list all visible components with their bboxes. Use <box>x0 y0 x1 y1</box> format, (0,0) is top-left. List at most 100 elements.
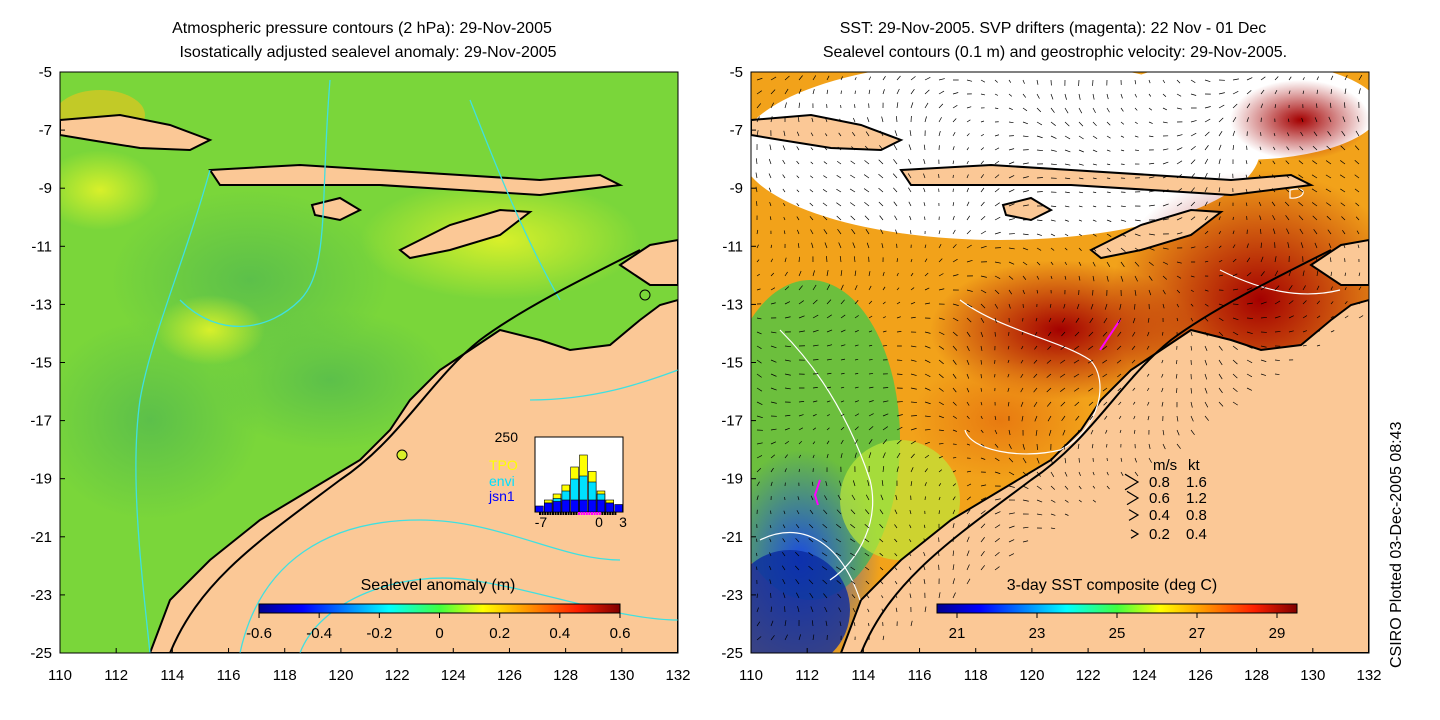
velocity-arrow <box>1146 373 1150 377</box>
velocity-arrow <box>966 187 969 193</box>
velocity-arrow <box>1036 275 1040 280</box>
left-panel: Atmospheric pressure contours (2 hPa): 2… <box>30 20 690 684</box>
velocity-arrow <box>756 273 760 277</box>
velocity-arrow <box>1074 345 1080 350</box>
velocity-arrow <box>1146 387 1150 392</box>
velocity-arrow <box>894 509 898 515</box>
velocity-arrow <box>825 620 828 627</box>
velocity-arrow <box>924 454 930 459</box>
velocity-arrow <box>1274 331 1281 333</box>
velocity-arrow <box>769 144 772 151</box>
x-tick-label: 120 <box>328 667 353 684</box>
velocity-arrow <box>812 299 818 305</box>
velocity-arrow <box>1046 401 1052 407</box>
velocity-arrow <box>1106 247 1111 252</box>
velocity-arrow <box>909 215 912 221</box>
velocity-arrow <box>1232 130 1236 137</box>
velocity-arrow <box>837 494 842 501</box>
inset-axis-strip <box>611 512 614 515</box>
velocity-arrow <box>1022 79 1025 84</box>
velocity-arrow <box>1060 401 1066 407</box>
velocity-arrow <box>756 552 758 557</box>
velocity-arrow <box>924 272 929 277</box>
velocity-arrow <box>812 441 816 445</box>
left-yellow-blob <box>360 180 640 300</box>
velocity-arrow <box>994 471 1001 474</box>
velocity-arrow <box>1076 303 1080 310</box>
velocity-arrow <box>1021 415 1024 422</box>
velocity-arrow <box>1176 147 1183 151</box>
velocity-arrow <box>1246 90 1252 95</box>
velocity-arrow <box>1259 215 1262 221</box>
velocity-arrow <box>770 345 777 349</box>
velocity-arrow <box>1134 261 1140 267</box>
velocity-arrow <box>865 566 870 571</box>
velocity-arrow <box>1022 162 1029 165</box>
velocity-arrow <box>784 454 788 459</box>
velocity-arrow <box>1092 135 1098 139</box>
velocity-arrow <box>1007 359 1010 363</box>
inset-bar-jsn1 <box>561 499 571 513</box>
velocity-arrow <box>924 116 927 123</box>
velocity-arrow <box>881 595 884 599</box>
velocity-arrow <box>994 174 1000 179</box>
velocity-arrow <box>1204 303 1209 307</box>
colorbar-tick-label: -0.6 <box>246 625 272 642</box>
velocity-arrow <box>893 201 898 207</box>
velocity-arrow <box>838 242 842 249</box>
velocity-arrow <box>784 301 791 305</box>
velocity-arrow <box>854 329 859 333</box>
velocity-arrow <box>894 130 898 137</box>
velocity-arrow <box>966 523 970 529</box>
velocity-arrow <box>1020 373 1024 378</box>
velocity-arrow <box>756 621 761 627</box>
velocity-arrow <box>1046 373 1052 378</box>
velocity-arrow <box>938 496 941 501</box>
velocity-arrow <box>795 524 800 529</box>
velocity-arrow <box>910 345 917 348</box>
velocity-arrow <box>1092 275 1095 282</box>
velocity-arrow <box>1288 300 1294 305</box>
velocity-arrow <box>1008 107 1013 110</box>
velocity-arrow <box>1078 261 1082 266</box>
velocity-arrow <box>811 481 814 487</box>
velocity-arrow <box>1036 93 1040 99</box>
velocity-arrow <box>909 130 912 137</box>
velocity-arrow <box>1190 79 1196 83</box>
velocity-key-header-ms: m/s <box>1153 457 1177 474</box>
velocity-arrow <box>1008 471 1015 476</box>
y-tick-label: -21 <box>30 529 52 546</box>
velocity-arrow <box>854 344 859 347</box>
velocity-arrow <box>1274 76 1279 81</box>
velocity-arrow <box>1286 146 1290 151</box>
velocity-arrow <box>1302 315 1308 319</box>
velocity-arrow <box>770 428 777 431</box>
velocity-arrow <box>809 216 814 221</box>
velocity-arrow <box>924 302 931 305</box>
velocity-arrow <box>938 483 942 487</box>
velocity-arrow <box>840 358 846 361</box>
velocity-arrow <box>1078 205 1083 208</box>
velocity-arrow <box>1106 121 1111 126</box>
velocity-key-kt-value: 1.6 <box>1186 474 1207 491</box>
colorbar-tick-label: -0.2 <box>366 625 392 642</box>
velocity-arrow <box>1147 415 1150 421</box>
velocity-arrow <box>769 552 772 557</box>
velocity-arrow <box>1062 429 1066 436</box>
velocity-arrow <box>756 331 762 335</box>
y-tick-label: -7 <box>39 122 52 139</box>
velocity-arrow <box>1330 286 1333 291</box>
velocity-arrow <box>1246 257 1251 263</box>
velocity-arrow <box>850 160 856 165</box>
velocity-arrow <box>1190 401 1193 408</box>
velocity-arrow <box>1260 103 1264 109</box>
velocity-arrow <box>1064 135 1071 140</box>
velocity-arrow <box>1218 331 1224 337</box>
velocity-arrow <box>823 229 828 235</box>
velocity-arrow <box>826 344 833 347</box>
right-cool-blob <box>751 550 850 653</box>
velocity-arrow <box>1050 163 1057 166</box>
x-tick-label: 130 <box>609 667 634 684</box>
velocity-arrow <box>1106 177 1111 179</box>
velocity-arrow <box>923 565 926 571</box>
